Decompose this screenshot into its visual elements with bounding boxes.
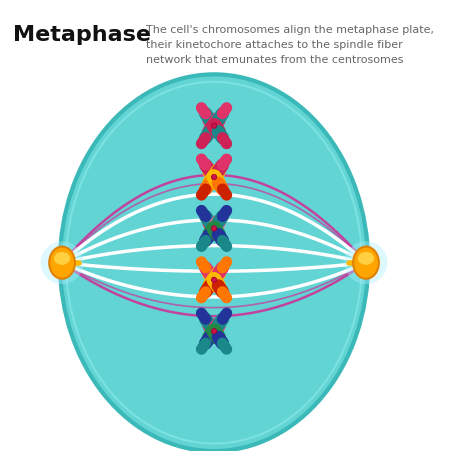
Ellipse shape <box>358 252 374 265</box>
Ellipse shape <box>345 241 387 284</box>
Text: Metaphase: Metaphase <box>13 25 151 45</box>
Circle shape <box>211 174 217 180</box>
Ellipse shape <box>54 252 70 265</box>
Ellipse shape <box>60 74 368 451</box>
Text: The cell's chromosomes align the metaphase plate,
their kinetochore attaches to : The cell's chromosomes align the metapha… <box>146 25 434 65</box>
Circle shape <box>211 328 217 334</box>
Ellipse shape <box>49 246 75 279</box>
Ellipse shape <box>41 241 83 284</box>
Circle shape <box>211 226 217 231</box>
Circle shape <box>211 123 217 128</box>
Circle shape <box>211 277 217 283</box>
Ellipse shape <box>353 246 379 279</box>
